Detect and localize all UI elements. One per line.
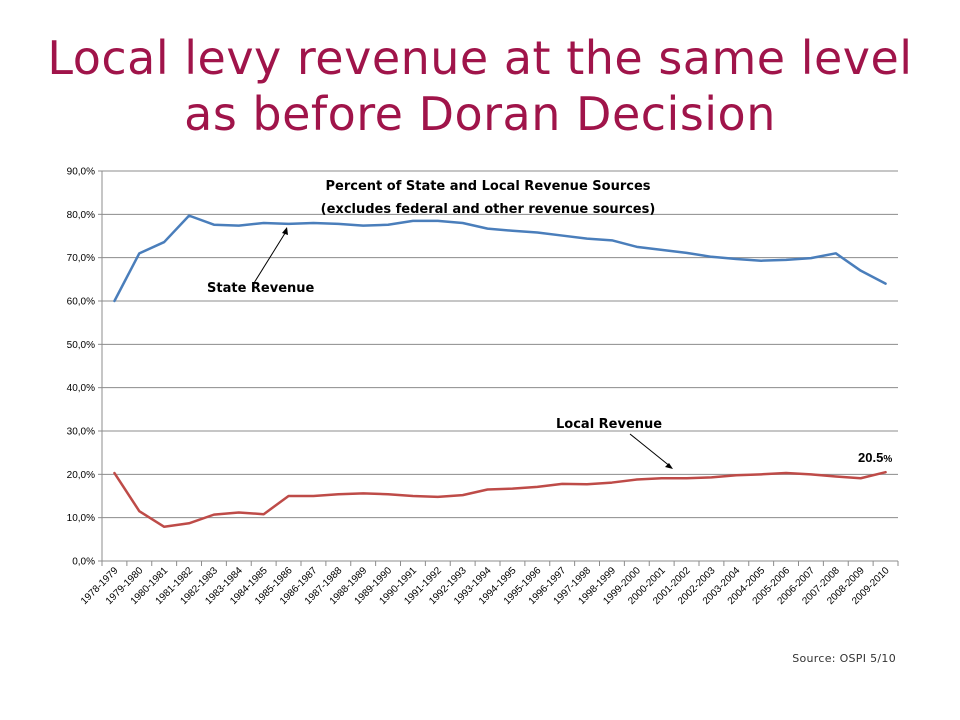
y-tick-label: 10,0% (67, 513, 95, 524)
slide-title: Local levy revenue at the same level as … (0, 30, 960, 142)
end-value-label: 20.5% (858, 450, 892, 465)
y-tick-label: 0,0% (72, 557, 95, 568)
y-axis-tick-labels: 0,0% 10,0% 20,0% 30,0% 40,0% 50,0% 60,0% 70,0% 8… (67, 167, 95, 568)
y-tick-label: 50,0% (67, 340, 95, 351)
y-tick-label: 30,0% (67, 427, 95, 438)
y-tick-label: 90,0% (67, 167, 95, 178)
y-tick-label: 40,0% (67, 383, 95, 394)
y-tick-label: 20,0% (67, 470, 95, 481)
state-revenue-label: State Revenue (207, 281, 315, 296)
y-tick-label: 60,0% (67, 297, 95, 308)
source-note: Source: OSPI 5/10 (792, 652, 896, 665)
state-revenue-arrow (253, 229, 288, 284)
end-value-number: 20.5 (858, 450, 883, 465)
y-tick-label: 70,0% (67, 253, 95, 264)
state-revenue-arrowhead (282, 227, 288, 235)
chart-series (113, 214, 887, 529)
local-revenue-line (113, 470, 887, 529)
local-revenue-arrowhead (665, 463, 673, 469)
chart-subtitle: (excludes federal and other revenue sour… (321, 202, 656, 217)
end-value-unit: % (883, 454, 892, 465)
y-tick-label: 80,0% (67, 210, 95, 221)
slide-title-line-1: Local levy revenue at the same level (47, 31, 913, 85)
chart-title: Percent of State and Local Revenue Sourc… (325, 179, 650, 194)
local-revenue-label: Local Revenue (556, 417, 662, 432)
x-axis-tick-labels: 1978-19791979-19801980-19811981-19821982… (79, 561, 899, 607)
state-revenue-line (113, 214, 887, 303)
local-revenue-arrow (629, 433, 672, 468)
slide-title-line-2: as before Doran Decision (184, 87, 776, 141)
